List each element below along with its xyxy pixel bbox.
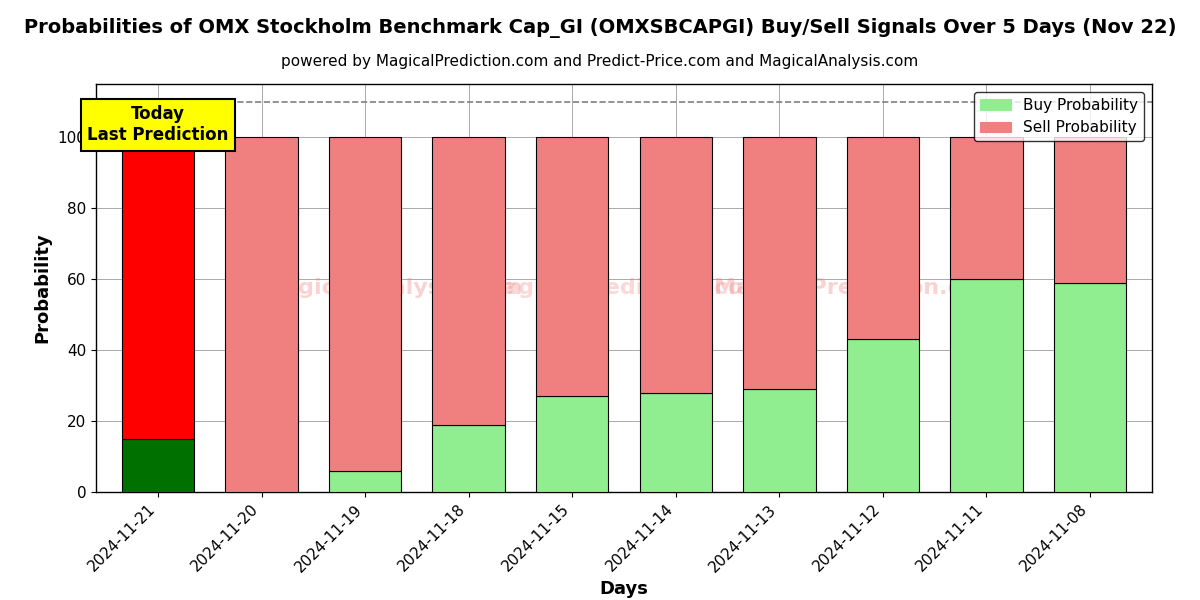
Bar <box>743 137 816 389</box>
Text: MagicalAnalysis.com: MagicalAnalysis.com <box>262 278 522 298</box>
Bar <box>122 137 194 439</box>
Text: Today
Last Prediction: Today Last Prediction <box>88 105 229 144</box>
Bar <box>1054 283 1126 492</box>
Text: MagicalPrediction.com: MagicalPrediction.com <box>481 278 767 298</box>
Bar <box>743 389 816 492</box>
Bar <box>122 439 194 492</box>
Bar <box>432 137 505 425</box>
X-axis label: Days: Days <box>600 580 648 598</box>
Bar <box>1054 137 1126 283</box>
Bar <box>536 396 608 492</box>
Bar <box>640 137 712 392</box>
Text: MagicalPrediction.com: MagicalPrediction.com <box>714 278 1000 298</box>
Text: Probabilities of OMX Stockholm Benchmark Cap_GI (OMXSBCAPGI) Buy/Sell Signals Ov: Probabilities of OMX Stockholm Benchmark… <box>24 18 1176 38</box>
Bar <box>950 279 1022 492</box>
Bar <box>432 425 505 492</box>
Y-axis label: Probability: Probability <box>34 233 52 343</box>
Text: powered by MagicalPrediction.com and Predict-Price.com and MagicalAnalysis.com: powered by MagicalPrediction.com and Pre… <box>281 54 919 69</box>
Bar <box>640 392 712 492</box>
Bar <box>846 340 919 492</box>
Bar <box>950 137 1022 279</box>
Bar <box>846 137 919 340</box>
Bar <box>536 137 608 396</box>
Bar <box>329 137 402 471</box>
Bar <box>226 137 298 492</box>
Bar <box>329 471 402 492</box>
Legend: Buy Probability, Sell Probability: Buy Probability, Sell Probability <box>974 92 1145 142</box>
